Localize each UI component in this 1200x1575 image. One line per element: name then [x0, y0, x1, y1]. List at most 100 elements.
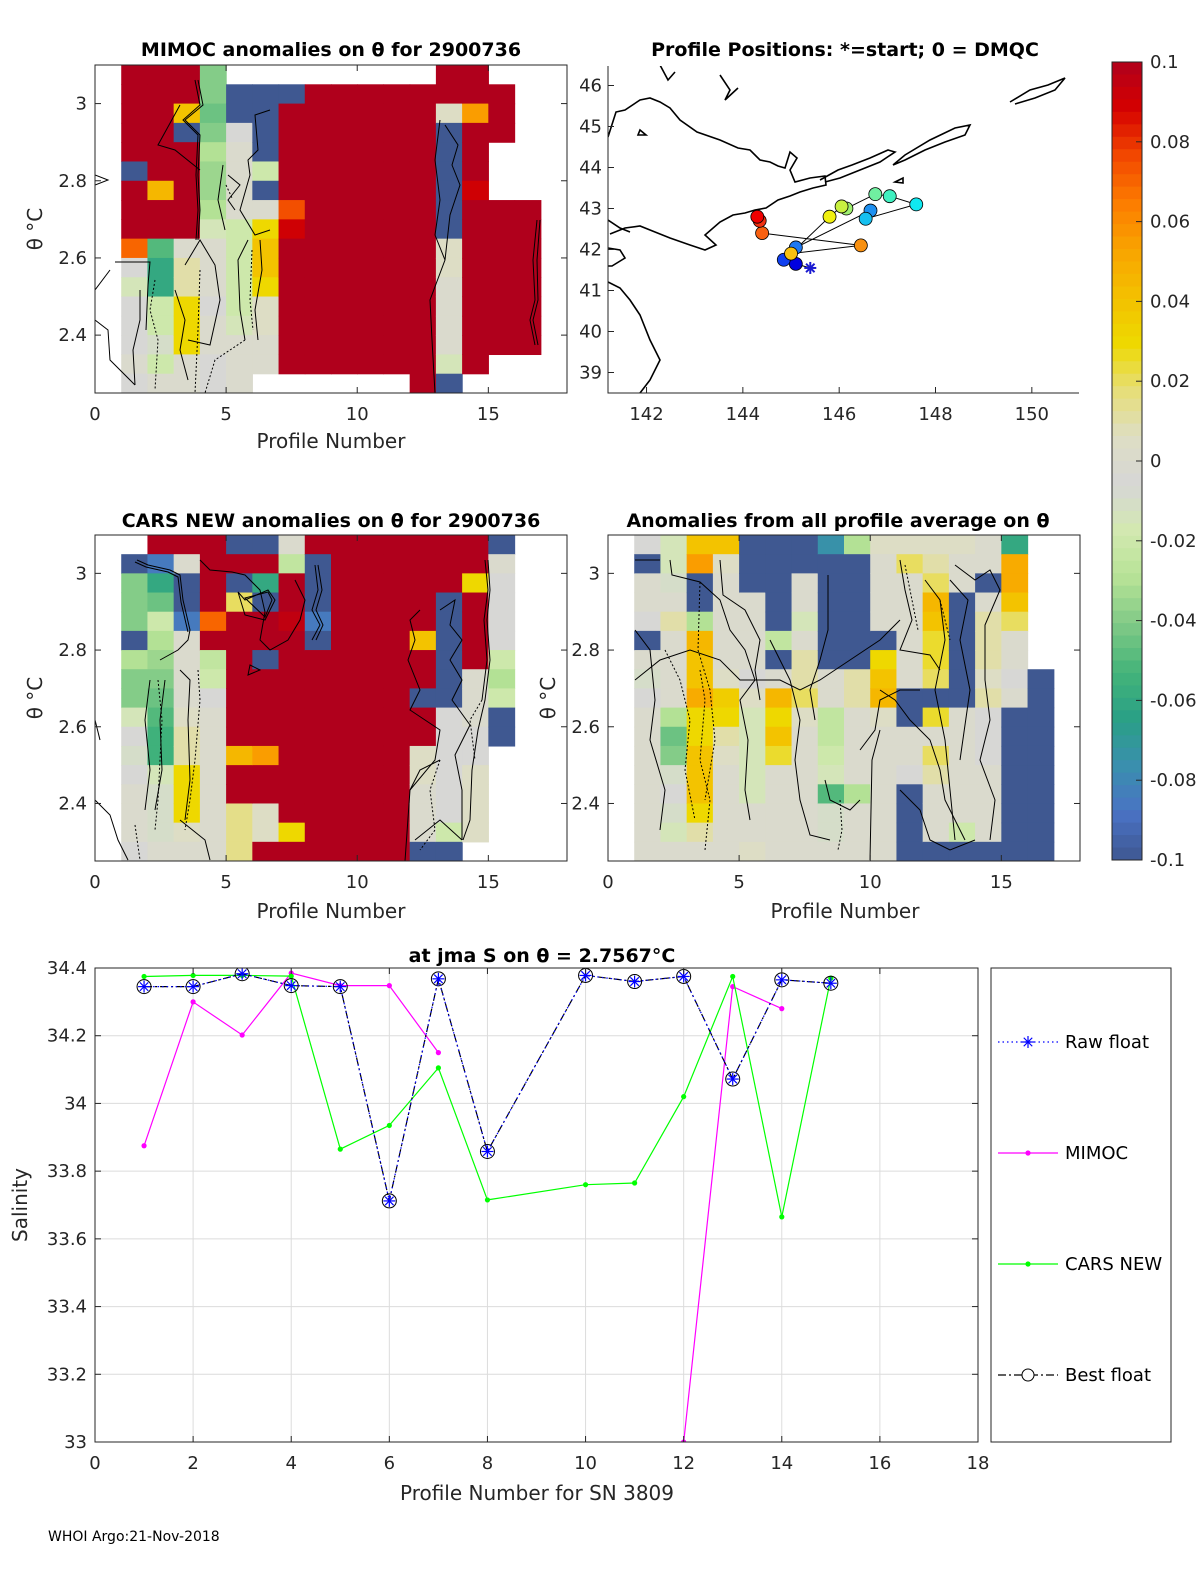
x-tick-label: 15: [990, 872, 1013, 893]
y-tick-label: 33.6: [47, 1229, 87, 1250]
colorbar-tick-label: 0.06: [1150, 212, 1190, 233]
heatmap-cell: [817, 611, 845, 632]
x-tick-label: 4: [285, 1453, 296, 1474]
heatmap-cell: [409, 707, 437, 728]
heatmap-cell: [147, 142, 175, 163]
heatmap-cell: [435, 257, 463, 278]
heatmap-cell: [948, 745, 976, 766]
heatmap-cell: [357, 765, 385, 785]
heatmap-cell: [712, 841, 740, 861]
heatmap-cell: [435, 535, 463, 555]
heatmap-cell: [462, 554, 489, 574]
heatmap-cell: [331, 669, 358, 690]
heatmap-cell: [435, 669, 463, 690]
legend-label: MIMOC: [1065, 1143, 1128, 1164]
heatmap-cell: [147, 784, 175, 805]
heatmap-cell: [634, 630, 662, 651]
heatmap-cell: [173, 535, 201, 555]
colorbar-segment: [1112, 523, 1142, 537]
heatmap-cell: [331, 630, 358, 651]
heatmap-cell: [409, 688, 437, 709]
heatmap-cell: [278, 535, 306, 555]
heatmap-cell: [383, 103, 411, 124]
data-point: [190, 972, 196, 979]
heatmap-cell: [121, 257, 149, 278]
heatmap-cell: [199, 219, 227, 240]
heatmap-cell: [199, 554, 227, 574]
heatmap-cell: [331, 180, 358, 201]
heatmap-cell: [383, 161, 411, 182]
x-tick-label: 0: [89, 1453, 100, 1474]
heatmap-cell: [331, 315, 358, 336]
legend-marker: [1021, 1368, 1035, 1382]
heatmap-cell: [896, 688, 924, 709]
heatmap-cell: [252, 650, 280, 670]
heatmap-cell: [817, 822, 845, 843]
heatmap-cell: [948, 630, 976, 651]
x-tick-label: 12: [672, 1453, 695, 1474]
profile-position-marker: [784, 246, 798, 261]
data-point: [190, 999, 196, 1005]
heatmap-cell: [199, 65, 227, 85]
heatmap-cell: [435, 650, 463, 670]
x-tick-label: 15: [477, 872, 500, 893]
heatmap-cell: [357, 84, 385, 105]
heatmap-cell: [199, 257, 227, 278]
heatmap-cell: [331, 803, 358, 824]
heatmap-cell: [383, 611, 411, 632]
heatmap-cell: [121, 238, 149, 259]
heatmap-cell: [435, 611, 463, 632]
heatmap-cell: [488, 650, 516, 670]
heatmap-cell: [383, 784, 411, 805]
heatmap-cell: [278, 803, 306, 824]
heatmap-cell: [304, 84, 332, 105]
heatmap-cell: [409, 611, 437, 632]
heatmap-cell: [278, 315, 306, 336]
heatmap-cell: [488, 573, 516, 594]
heatmap-cell: [252, 535, 280, 555]
series-line: [143, 972, 783, 1442]
heatmap-cell: [304, 669, 332, 690]
heatmap-cell: [331, 219, 358, 240]
heatmap-cell: [488, 219, 516, 240]
heatmap-cell: [121, 803, 149, 824]
heatmap-cell: [660, 688, 688, 709]
heatmap-cell: [922, 688, 950, 709]
heatmap-cell: [634, 726, 662, 747]
heatmap-cell: [252, 669, 280, 690]
heatmap-cell: [383, 726, 411, 747]
heatmap-cell: [357, 200, 385, 220]
heatmap-cell: [712, 688, 740, 709]
asterisk-stroke: [482, 1146, 493, 1157]
heatmap-cell: [252, 315, 280, 336]
heatmap-cell: [634, 745, 662, 766]
colorbar-segment: [1112, 747, 1142, 761]
heatmap-cell: [173, 277, 201, 298]
heatmap-cell: [791, 592, 819, 613]
heatmap-cell: [357, 315, 385, 336]
profile-position-marker: [853, 238, 868, 253]
colorbar-segment: [1112, 86, 1142, 100]
heatmap-cell: [357, 103, 385, 124]
y-tick-label: 39: [579, 363, 602, 384]
data-point-asterisk: [334, 980, 347, 993]
heatmap-cell: [252, 822, 280, 843]
colorbar-tick-label: -0.08: [1150, 770, 1197, 791]
colorbar-segment: [1112, 348, 1142, 362]
heatmap-cell: [331, 573, 358, 594]
heatmap-cell: [686, 707, 714, 728]
heatmap-cell: [357, 122, 385, 143]
heatmap-cell: [870, 592, 898, 613]
heatmap-cell: [817, 650, 845, 670]
heatmap-cell: [252, 142, 280, 163]
heatmap-cell: [226, 650, 253, 670]
heatmap-cell: [634, 611, 662, 632]
heatmap-cell: [791, 554, 819, 574]
data-point-asterisk: [628, 975, 641, 988]
heatmap-cell: [870, 726, 898, 747]
heatmap-cell: [121, 122, 149, 143]
data-point: [582, 1182, 589, 1188]
salinity-ticks: 0 2 4 6 8 10 12 14 16 18 34.4 34.2 34 33.8 33.6 33.4 33.…: [47, 958, 990, 1474]
heatmap-cell: [173, 354, 201, 375]
heatmap-cell: [1027, 726, 1055, 747]
